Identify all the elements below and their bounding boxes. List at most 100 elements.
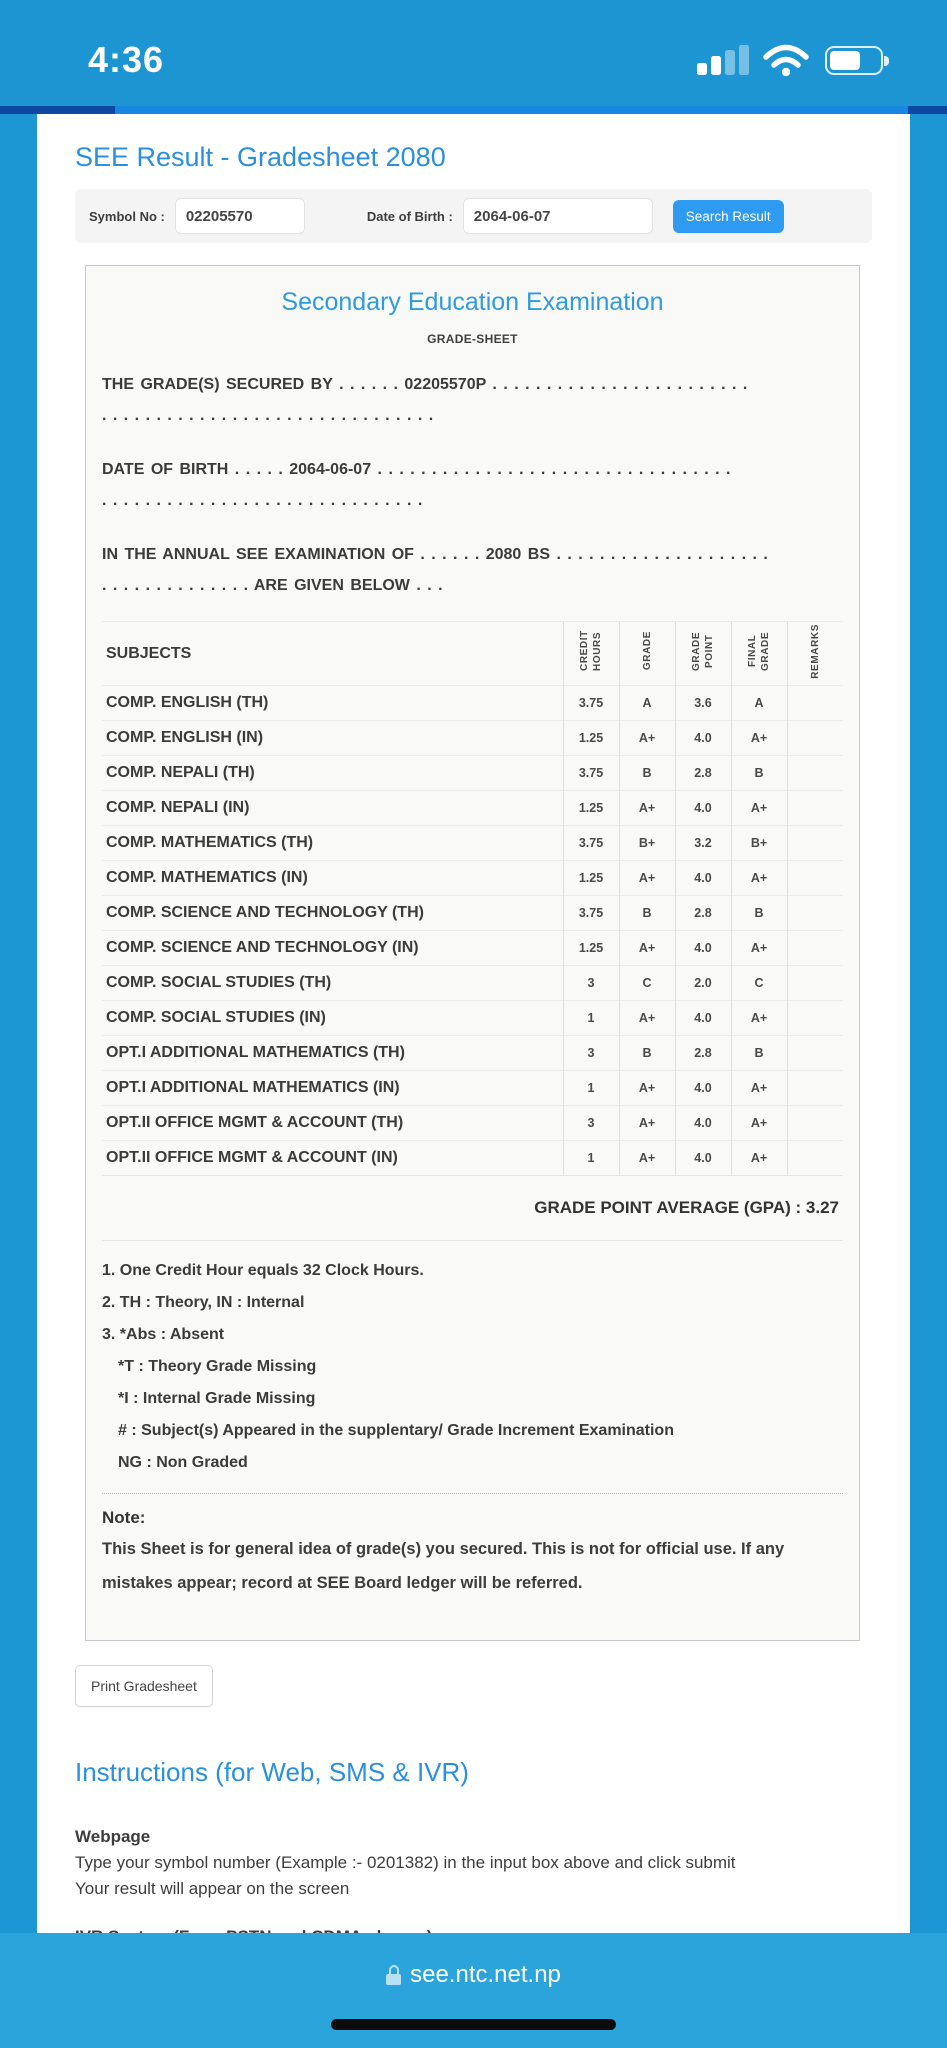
grade-cell: A+ — [618, 1140, 675, 1175]
remarks-cell — [786, 860, 843, 896]
table-row: COMP. MATHEMATICS (IN) 1.25 A+ 4.0 A+ — [102, 860, 843, 896]
legend-line: *T : Theory Grade Missing — [118, 1358, 317, 1375]
credit-hours-header: CREDIT HOURS — [562, 621, 619, 686]
final-grade-cell: A+ — [730, 1140, 787, 1175]
legend-line: # : Subject(s) Appeared in the supplenta… — [118, 1422, 674, 1439]
subject-cell: COMP. SOCIAL STUDIES (IN) — [102, 1000, 563, 1036]
table-row: COMP. NEPALI (IN) 1.25 A+ 4.0 A+ — [102, 790, 843, 826]
credit-hours-cell: 3 — [562, 1105, 619, 1141]
grade-sheet-label: GRADE-SHEET — [427, 332, 518, 346]
remarks-cell — [786, 755, 843, 791]
final-grade-cell: A+ — [730, 1105, 787, 1141]
grade-point-header: GRADE POINT — [674, 621, 731, 686]
remarks-cell — [786, 825, 843, 861]
home-indicator[interactable] — [331, 2019, 616, 2030]
remarks-cell — [786, 1105, 843, 1141]
grade-cell: A+ — [618, 860, 675, 896]
gradesheet-panel: Secondary Education Examination GRADE-SH… — [85, 265, 860, 1641]
subject-cell: COMP. SCIENCE AND TECHNOLOGY (TH) — [102, 895, 563, 931]
grade-point-cell: 3.6 — [674, 685, 731, 721]
final-grade-cell: B — [730, 1035, 787, 1071]
url-text: see.ntc.net.np — [410, 1961, 561, 1988]
grades-table: SUBJECTS CREDIT HOURS GRADE GRADE POINT … — [102, 621, 843, 1175]
credit-hours-cell: 3.75 — [562, 895, 619, 931]
credit-hours-cell: 3.75 — [562, 755, 619, 791]
browser-bottom-bar: see.ntc.net.np — [0, 1933, 947, 2048]
subjects-header: SUBJECTS — [102, 621, 563, 686]
navbar-strip-right — [908, 106, 947, 114]
table-row: OPT.I ADDITIONAL MATHEMATICS (IN) 1 A+ 4… — [102, 1070, 843, 1106]
date-of-birth-input[interactable] — [462, 198, 653, 234]
grade-legend: *T : Theory Grade Missing *I : Internal G… — [102, 1351, 843, 1479]
remarks-cell — [786, 965, 843, 1001]
remarks-cell — [786, 1035, 843, 1071]
page-background: SEE Result - Gradesheet 2080 Symbol No :… — [0, 114, 947, 1933]
address-bar[interactable]: see.ntc.net.np — [0, 1933, 947, 1989]
table-row: COMP. SOCIAL STUDIES (TH) 3 C 2.0 C — [102, 965, 843, 1001]
remarks-cell — [786, 1000, 843, 1036]
symbol-no-input[interactable] — [174, 198, 305, 234]
remarks-cell — [786, 895, 843, 931]
final-grade-cell: B — [730, 755, 787, 791]
remarks-cell — [786, 685, 843, 721]
cellular-signal-icon — [697, 45, 749, 75]
subject-cell: COMP. MATHEMATICS (IN) — [102, 860, 563, 896]
final-grade-cell: A+ — [730, 1070, 787, 1106]
subject-cell: COMP. SOCIAL STUDIES (TH) — [102, 965, 563, 1001]
instruction-line: Your result will appear on the screen — [75, 1879, 350, 1898]
credit-hours-cell: 1 — [562, 1000, 619, 1036]
grade-point-cell: 4.0 — [674, 1070, 731, 1106]
subject-cell: COMP. ENGLISH (TH) — [102, 685, 563, 721]
grade-cell: A+ — [618, 1105, 675, 1141]
grade-point-cell: 4.0 — [674, 860, 731, 896]
instruction-line: Type your symbol number (Example :- 0201… — [75, 1853, 736, 1872]
legend-line: NG : Non Graded — [118, 1454, 248, 1471]
legend-line: *I : Internal Grade Missing — [118, 1390, 316, 1407]
grade-point-cell: 4.0 — [674, 1105, 731, 1141]
search-result-button[interactable]: Search Result — [672, 199, 784, 233]
note-label: Note: — [102, 1508, 146, 1527]
battery-icon — [825, 45, 889, 75]
final-grade-cell: B+ — [730, 825, 787, 861]
final-grade-cell: A+ — [730, 1000, 787, 1036]
credit-hours-cell: 1 — [562, 1140, 619, 1175]
grade-point-cell: 4.0 — [674, 790, 731, 826]
credit-hours-cell: 3.75 — [562, 825, 619, 861]
grade-cell: B — [618, 895, 675, 931]
grade-point-cell: 4.0 — [674, 720, 731, 756]
footnote-line: 3. *Abs : Absent — [102, 1326, 225, 1343]
exam-year-line: IN THE ANNUAL SEE EXAMINATION OF . . . .… — [102, 546, 768, 594]
credit-hours-cell: 3 — [562, 1035, 619, 1071]
grade-point-cell: 2.8 — [674, 1035, 731, 1071]
grade-point-cell: 4.0 — [674, 1140, 731, 1175]
grade-point-cell: 4.0 — [674, 1000, 731, 1036]
instructions-heading: Instructions (for Web, SMS & IVR) — [75, 1757, 469, 1787]
grade-point-cell: 2.0 — [674, 965, 731, 1001]
credit-hours-cell: 1.25 — [562, 860, 619, 896]
subject-cell: COMP. SCIENCE AND TECHNOLOGY (IN) — [102, 930, 563, 966]
remarks-cell — [786, 720, 843, 756]
grade-cell: A+ — [618, 720, 675, 756]
remarks-header: REMARKS — [786, 621, 843, 686]
webpage-subheading: Webpage — [75, 1827, 151, 1846]
content-card: SEE Result - Gradesheet 2080 Symbol No :… — [37, 114, 910, 1933]
grade-cell: A+ — [618, 930, 675, 966]
print-gradesheet-button[interactable]: Print Gradesheet — [75, 1665, 213, 1707]
table-row: COMP. ENGLISH (IN) 1.25 A+ 4.0 A+ — [102, 720, 843, 756]
subject-cell: OPT.I ADDITIONAL MATHEMATICS (IN) — [102, 1070, 563, 1106]
grade-point-cell: 2.8 — [674, 895, 731, 931]
credit-hours-cell: 3.75 — [562, 685, 619, 721]
search-form: Symbol No : Date of Birth : Search Resul… — [75, 189, 872, 243]
grade-cell: A+ — [618, 1000, 675, 1036]
subject-cell: COMP. ENGLISH (IN) — [102, 720, 563, 756]
navbar-strip — [0, 106, 947, 114]
table-row: COMP. SCIENCE AND TECHNOLOGY (TH) 3.75 B… — [102, 895, 843, 931]
date-of-birth-label: Date of Birth : — [366, 208, 453, 224]
subject-cell: COMP. NEPALI (TH) — [102, 755, 563, 791]
credit-hours-cell: 1.25 — [562, 930, 619, 966]
navbar-strip-middle — [115, 106, 908, 114]
page-title: SEE Result - Gradesheet 2080 — [75, 142, 446, 172]
table-row: COMP. NEPALI (TH) 3.75 B 2.8 B — [102, 755, 843, 791]
final-grade-cell: A+ — [730, 790, 787, 826]
exam-title: Secondary Education Examination — [281, 288, 664, 316]
